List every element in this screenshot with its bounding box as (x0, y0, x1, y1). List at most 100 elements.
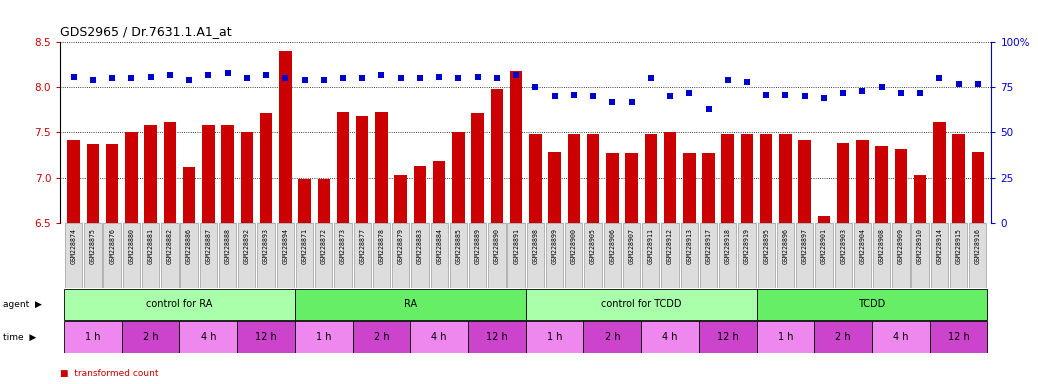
Text: GSM228889: GSM228889 (474, 228, 481, 264)
Bar (758, 223, 775, 288)
Point (469, 73, 486, 79)
Bar (741, 134, 754, 223)
Text: GSM228917: GSM228917 (706, 228, 711, 264)
Text: GSM228890: GSM228890 (494, 228, 500, 264)
Text: 12 h: 12 h (486, 332, 508, 342)
Text: 4 h: 4 h (893, 332, 908, 342)
Bar (164, 122, 176, 223)
Text: GSM228892: GSM228892 (244, 228, 250, 264)
Text: GSM228903: GSM228903 (840, 228, 846, 264)
Bar (798, 140, 811, 223)
Text: GSM228883: GSM228883 (417, 228, 422, 264)
Bar (471, 113, 484, 223)
Text: GSM228888: GSM228888 (224, 228, 230, 264)
Text: 2 h: 2 h (604, 332, 620, 342)
Bar (757, 289, 987, 320)
Bar (199, 223, 217, 288)
Point (950, 81, 966, 87)
Bar (373, 223, 390, 288)
Text: 12 h: 12 h (255, 332, 277, 342)
Bar (972, 152, 984, 223)
Point (739, 79, 756, 85)
Bar (122, 223, 140, 288)
Bar (142, 223, 159, 288)
Text: GSM228885: GSM228885 (456, 228, 462, 264)
Point (969, 81, 986, 87)
Point (296, 77, 312, 83)
Text: GSM228875: GSM228875 (90, 228, 95, 264)
Bar (738, 223, 756, 288)
Text: control for RA: control for RA (146, 299, 213, 310)
Point (124, 75, 140, 81)
Bar (645, 134, 657, 223)
Bar (121, 321, 180, 353)
Bar (969, 223, 986, 288)
Bar (298, 179, 310, 223)
Bar (525, 289, 757, 320)
Bar (911, 223, 929, 288)
Bar (126, 132, 138, 223)
Bar (202, 125, 215, 223)
Bar (469, 223, 487, 288)
Point (719, 77, 736, 83)
Bar (392, 223, 409, 288)
Text: 2 h: 2 h (836, 332, 851, 342)
Bar (837, 143, 849, 223)
Point (854, 88, 871, 94)
Text: 1 h: 1 h (547, 332, 563, 342)
Text: TCDD: TCDD (858, 299, 885, 310)
Bar (681, 223, 698, 288)
Bar (354, 223, 371, 288)
Text: GSM228908: GSM228908 (878, 228, 884, 264)
Bar (780, 134, 792, 223)
Bar (276, 223, 294, 288)
Bar (491, 89, 503, 223)
Point (374, 72, 390, 78)
Text: RA: RA (404, 299, 417, 310)
Point (239, 75, 255, 81)
Bar (318, 179, 330, 223)
Text: GSM228906: GSM228906 (609, 228, 616, 264)
Bar (433, 161, 445, 223)
Bar (181, 223, 198, 288)
Text: GSM228891: GSM228891 (513, 228, 519, 264)
Text: GSM228899: GSM228899 (551, 228, 557, 264)
Bar (661, 223, 679, 288)
Bar (295, 289, 525, 320)
Text: GSM228904: GSM228904 (859, 228, 866, 264)
Bar (414, 166, 427, 223)
Text: GSM228919: GSM228919 (744, 228, 750, 264)
Bar (356, 116, 368, 223)
Bar (604, 223, 621, 288)
Point (412, 75, 429, 81)
Point (681, 90, 698, 96)
Bar (106, 144, 118, 223)
Point (219, 70, 236, 76)
Bar (931, 223, 948, 288)
Bar (606, 153, 619, 223)
Bar (700, 223, 717, 288)
Bar (526, 223, 544, 288)
Bar (583, 321, 641, 353)
Bar (950, 223, 967, 288)
Point (566, 91, 582, 98)
Text: GSM228905: GSM228905 (590, 228, 596, 264)
Text: GSM228893: GSM228893 (263, 228, 269, 264)
Text: GDS2965 / Dr.7631.1.A1_at: GDS2965 / Dr.7631.1.A1_at (60, 25, 231, 38)
Point (796, 93, 813, 99)
Bar (316, 223, 332, 288)
Text: GSM228907: GSM228907 (629, 228, 634, 264)
Text: GSM228896: GSM228896 (783, 228, 789, 264)
Bar (568, 134, 580, 223)
Point (661, 93, 678, 99)
Bar (104, 223, 120, 288)
Bar (721, 134, 734, 223)
Text: 2 h: 2 h (374, 332, 389, 342)
Bar (86, 144, 100, 223)
Point (316, 77, 332, 83)
Bar (296, 223, 313, 288)
Point (334, 75, 351, 81)
Point (777, 91, 794, 98)
Text: GSM228914: GSM228914 (936, 228, 943, 264)
Bar (719, 223, 736, 288)
